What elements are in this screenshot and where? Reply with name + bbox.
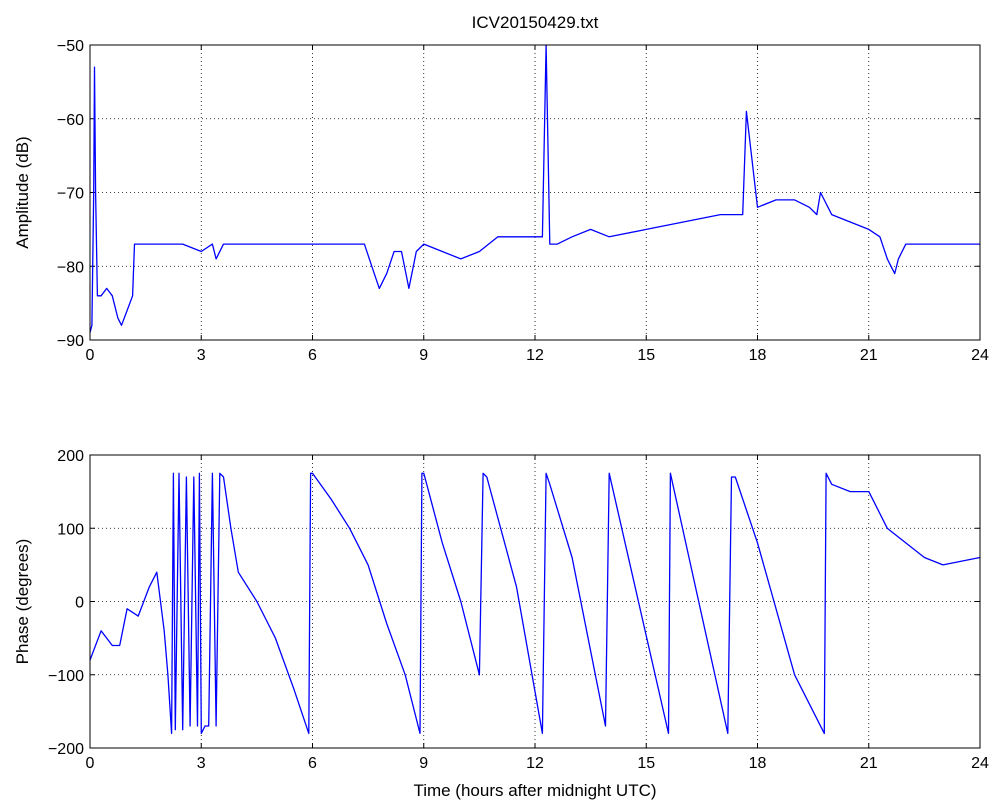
y-tick-label: 100 [57, 521, 84, 538]
x-tick-label: 12 [526, 755, 544, 772]
y-tick-label: −70 [57, 186, 84, 203]
y-tick-label: −80 [57, 259, 84, 276]
x-tick-label: 9 [419, 347, 428, 364]
x-tick-label: 3 [197, 347, 206, 364]
x-tick-label: 6 [308, 755, 317, 772]
x-tick-label: 24 [971, 755, 989, 772]
series-line [89, 472, 981, 735]
x-tick-label: 12 [526, 347, 544, 364]
phase-plot: 0 3 6 9 12 15 18 21 24 −200 −100 0 100 200 Time (hours… [13, 448, 989, 800]
x-tick-label: 6 [308, 347, 317, 364]
x-tick-label: 18 [749, 347, 767, 364]
x-tick-label: 21 [860, 755, 878, 772]
x-axis-label: Time (hours after midnight UTC) [413, 781, 656, 800]
y-tick-label: −90 [57, 333, 84, 350]
y-tick-label: −100 [48, 668, 84, 685]
x-tick-label: 0 [86, 347, 95, 364]
plot-frame [89, 454, 981, 749]
x-tick-label: 3 [197, 755, 206, 772]
x-tick-label: 18 [749, 755, 767, 772]
chart-title: ICV20150429.txt [472, 13, 599, 32]
y-axis-label: Phase (degrees) [13, 539, 32, 665]
x-tick-label: 0 [86, 755, 95, 772]
y-tick-label: 0 [75, 595, 84, 612]
y-tick-label: −50 [57, 38, 84, 55]
x-tick-label: 21 [860, 347, 878, 364]
x-tick-label: 9 [419, 755, 428, 772]
series-line [89, 44, 980, 333]
y-axis-label: Amplitude (dB) [13, 136, 32, 248]
y-tick-label: −60 [57, 112, 84, 129]
x-tick-label: 24 [971, 347, 989, 364]
y-tick-label: −200 [48, 741, 84, 758]
amplitude-plot: 0 3 6 9 12 15 18 21 24 −90 −80 −70 −60 −50 ICV20150429… [13, 13, 989, 364]
plot-frame [89, 44, 981, 341]
x-tick-label: 15 [637, 347, 655, 364]
x-tick-label: 15 [637, 755, 655, 772]
y-tick-label: 200 [57, 448, 84, 465]
